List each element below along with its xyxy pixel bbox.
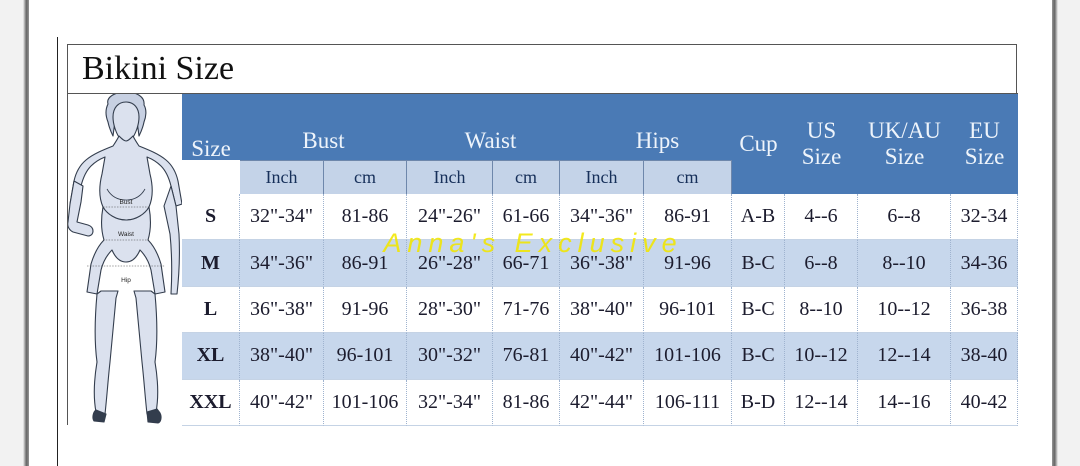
svg-text:Waist: Waist	[118, 231, 134, 238]
svg-text:Bust: Bust	[119, 199, 132, 206]
svg-text:Hip: Hip	[121, 277, 131, 284]
